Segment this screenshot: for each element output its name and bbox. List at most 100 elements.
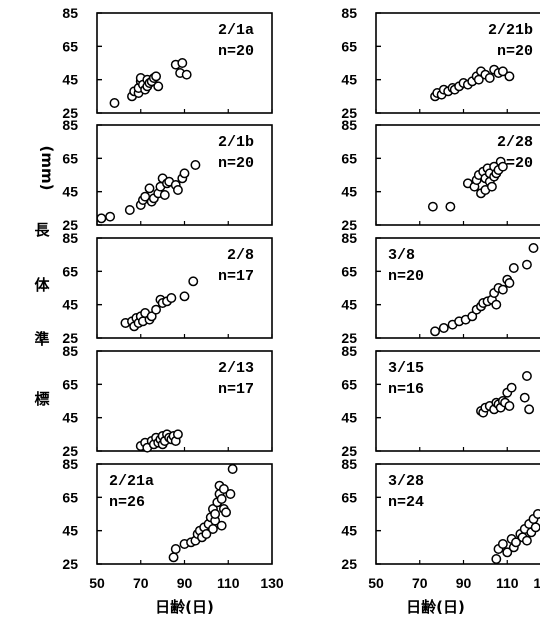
data-point (445, 201, 456, 212)
data-point (430, 326, 441, 337)
data-point (151, 71, 162, 82)
data-point (521, 371, 532, 381)
data-point (497, 66, 508, 77)
data-point (170, 544, 181, 554)
x-tick-label: 50 (368, 575, 384, 591)
panel-n: n=17 (218, 268, 254, 285)
data-point (179, 291, 190, 302)
x-tick-label: 110 (496, 575, 519, 591)
data-point (207, 524, 218, 534)
y-tick-label: 25 (62, 105, 78, 121)
data-point (177, 58, 188, 68)
x-tick-label: 70 (133, 575, 149, 591)
data-point (172, 185, 183, 195)
y-tick-label: 25 (62, 330, 78, 346)
y-tick-label: 85 (62, 117, 78, 133)
y-tick-label: 65 (62, 489, 78, 505)
data-point (532, 509, 540, 519)
x-axis-title: 日齢(日) (406, 598, 465, 616)
y-tick-label: 85 (62, 456, 78, 472)
y-tick-label: 65 (341, 38, 357, 54)
panel-label: 2/21b (488, 22, 533, 39)
data-point (497, 539, 508, 549)
data-point (491, 554, 502, 564)
y-tick-label: 85 (62, 230, 78, 246)
data-point (159, 190, 170, 200)
panel-n: n=20 (497, 43, 533, 60)
data-point (486, 181, 497, 192)
y-tick-label: 85 (62, 5, 78, 21)
y-axis-title-part: (mm) (38, 146, 56, 191)
panel-label: 3/28 (388, 473, 424, 490)
data-point (172, 429, 183, 440)
y-tick-label: 85 (341, 230, 357, 246)
y-tick-label: 45 (341, 523, 357, 539)
y-tick-label: 65 (341, 376, 357, 392)
y-tick-label: 45 (62, 523, 78, 539)
panel-n: n=17 (218, 381, 254, 398)
data-point (521, 535, 532, 546)
data-point (181, 69, 192, 80)
data-point (151, 304, 162, 315)
x-tick-label: 50 (89, 575, 105, 591)
y-tick-label: 85 (341, 343, 357, 359)
data-point (105, 211, 116, 222)
y-tick-label: 65 (341, 263, 357, 279)
data-point (521, 259, 532, 270)
y-tick-label: 45 (62, 184, 78, 200)
y-tick-label: 65 (62, 38, 78, 54)
x-axis-title: 日齢(日) (155, 598, 214, 616)
panel-label: 3/15 (388, 360, 424, 377)
data-point (504, 278, 515, 288)
y-tick-label: 25 (62, 217, 78, 233)
data-point (188, 276, 199, 287)
y-tick-label: 45 (62, 72, 78, 88)
data-point (524, 404, 535, 415)
data-point (508, 263, 519, 273)
panel-label: 2/1b (218, 134, 254, 151)
data-point (511, 537, 521, 548)
x-tick-label: 70 (412, 575, 428, 591)
data-point (225, 489, 236, 499)
y-tick-label: 45 (341, 297, 357, 313)
x-tick-label: 90 (456, 575, 472, 591)
panel-n: n=24 (388, 494, 424, 511)
y-tick-label: 85 (62, 343, 78, 359)
y-tick-label: 25 (341, 556, 357, 572)
y-tick-label: 65 (341, 489, 357, 505)
data-point (216, 520, 227, 531)
data-point (201, 529, 212, 539)
data-point (218, 484, 229, 494)
y-tick-label: 65 (62, 376, 78, 392)
panel-n: n=20 (218, 155, 254, 172)
x-tick-label: 90 (177, 575, 193, 591)
data-point (153, 81, 164, 92)
panel-label: 2/28 (497, 134, 533, 151)
data-point (221, 507, 232, 518)
data-point (227, 464, 238, 474)
data-point (216, 494, 227, 504)
data-point (491, 299, 502, 310)
y-axis-title-part: 体 (34, 276, 50, 294)
data-point (506, 382, 517, 393)
y-tick-label: 85 (341, 456, 357, 472)
y-tick-label: 45 (341, 410, 357, 426)
data-point (497, 161, 508, 172)
y-tick-label: 85 (341, 5, 357, 21)
panel-n: n=26 (109, 494, 145, 511)
data-point (438, 323, 449, 333)
data-point (109, 98, 120, 108)
y-tick-label: 25 (341, 217, 357, 233)
panel-label: 3/8 (388, 247, 415, 264)
data-point (467, 311, 478, 322)
panel-label: 2/13 (218, 360, 254, 377)
panel-label: 2/1a (218, 22, 254, 39)
data-point (530, 522, 540, 533)
data-point (210, 509, 221, 519)
data-point (484, 73, 495, 83)
y-axis-title-part: 長 (34, 221, 50, 239)
panel-n: n=20 (218, 43, 254, 60)
data-point (179, 168, 190, 179)
panel-n: n=20 (388, 268, 424, 285)
